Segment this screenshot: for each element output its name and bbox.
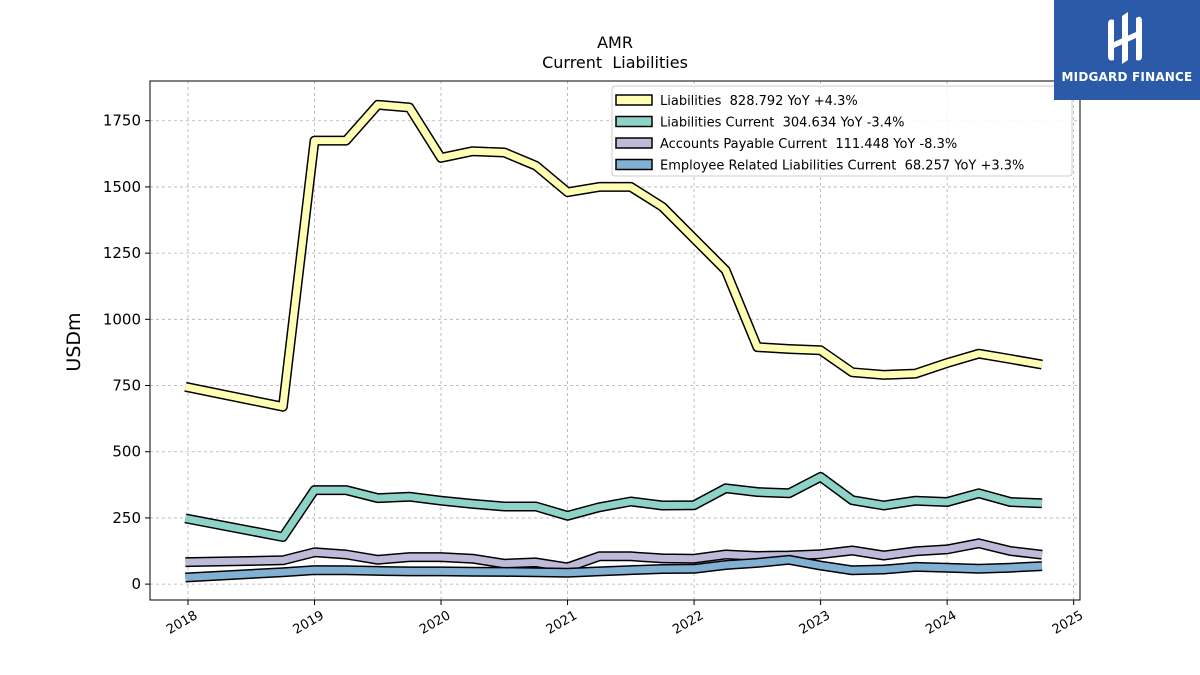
x-axis: 2018 2019 2020 2021 2022 2023 2024 2025 [164, 600, 1086, 638]
series-lines [184, 99, 1043, 583]
legend-swatch [615, 94, 653, 106]
y-tick-label: 1000 [103, 310, 141, 328]
chart-title: AMR [597, 33, 633, 52]
legend-label: Employee Related Liabilities Current 68.… [660, 159, 1024, 174]
legend: Liabilities 828.792 YoY +4.3% Liabilities… [611, 85, 1073, 177]
logo-text: MIDGARD FINANCE [1061, 70, 1193, 84]
series-line [185, 539, 1043, 571]
plot-frame [149, 80, 1081, 601]
y-tick-label: 1250 [103, 244, 141, 262]
y-axis: 0 250 500 750 1000 1250 1500 1750 [103, 112, 150, 593]
series-line [185, 556, 1043, 581]
midgard-finance-logo: MIDGARD FINANCE [1054, 0, 1200, 100]
legend-item-employee-related-liabilities-current: Employee Related Liabilities Current 68.… [615, 158, 1024, 174]
series-line [184, 101, 1043, 411]
y-tick-label: 750 [112, 377, 141, 395]
series-employee-related-liabilities-current [185, 554, 1043, 583]
y-tick-label: 1750 [103, 112, 141, 130]
x-tick-label: 2020 [417, 608, 453, 638]
y-tick-label: 0 [131, 575, 141, 593]
legend-label: Liabilities 828.792 YoY +4.3% [660, 94, 858, 109]
series-liabilities-current [184, 471, 1043, 542]
legend-swatch [615, 137, 653, 149]
x-tick-label: 2023 [797, 608, 833, 638]
series-accounts-payable-current [185, 538, 1043, 573]
x-tick-label: 2019 [291, 608, 327, 638]
x-tick-label: 2018 [164, 608, 200, 638]
legend-box [611, 85, 1073, 177]
legend-item-liabilities-current: Liabilities Current 304.634 YoY -3.4% [615, 115, 904, 131]
legend-label: Accounts Payable Current 111.448 YoY -8.… [660, 137, 957, 152]
x-tick-label: 2022 [670, 608, 706, 638]
x-tick-label: 2025 [1050, 608, 1086, 638]
legend-label: Liabilities Current 304.634 YoY -3.4% [660, 116, 904, 131]
y-axis-label: USDm [63, 312, 85, 371]
y-tick-label: 250 [112, 509, 141, 527]
chart-subtitle: Current Liabilities [542, 53, 688, 72]
legend-swatch [615, 115, 653, 128]
x-tick-label: 2024 [923, 608, 959, 638]
x-tick-label: 2021 [544, 608, 580, 638]
series-line [184, 473, 1043, 541]
y-tick-label: 500 [112, 443, 141, 461]
series-liabilities [184, 99, 1043, 412]
legend-item-accounts-payable-current: Accounts Payable Current 111.448 YoY -8.… [615, 137, 957, 152]
y-tick-label: 1500 [103, 178, 141, 196]
legend-item-liabilities: Liabilities 828.792 YoY +4.3% [615, 94, 858, 109]
midgard-logo-icon [1108, 12, 1142, 64]
legend-swatch [615, 158, 653, 171]
